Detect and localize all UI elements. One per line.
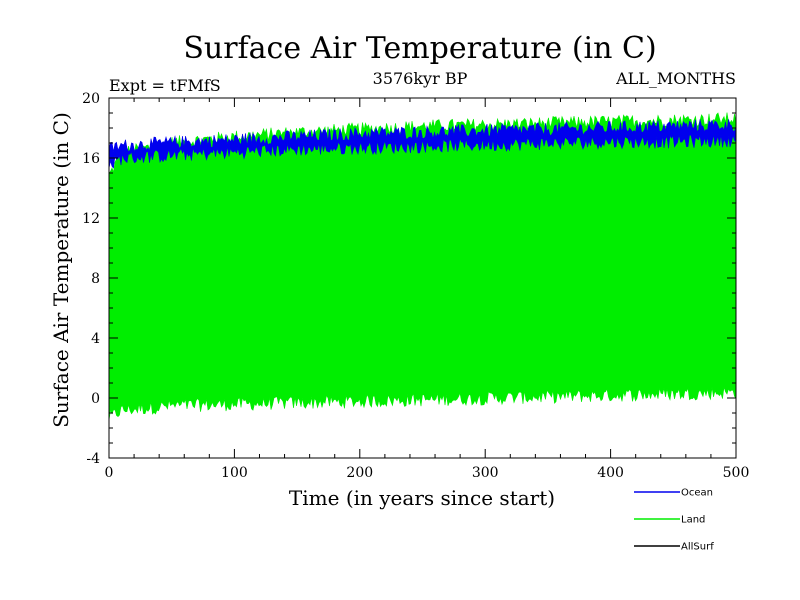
axes: 0 100 200 300 400 500 -4 0 4 8 12 16 20 [82,91,749,481]
x-tick-label: 300 [472,465,499,481]
legend-label-land: Land [681,515,705,526]
x-tick-label: 400 [597,465,624,481]
x-tick-label: 0 [105,465,114,481]
y-tick-label: -4 [86,451,100,467]
y-tick-label: 4 [91,331,100,347]
x-tick-label: 200 [346,465,373,481]
x-axis-label: Time (in years since start) [289,486,555,510]
plot-area [108,112,737,421]
x-tick-label: 500 [723,465,750,481]
y-tick-label: 8 [91,271,100,287]
months-label: ALL_MONTHS [615,69,736,88]
y-tick-label: 16 [82,151,100,167]
y-axis-label: Surface Air Temperature (in C) [49,112,73,428]
legend-label-allsurf: AllSurf [681,542,714,553]
legend-label-ocean: Ocean [681,488,713,499]
x-tick-label: 100 [221,465,248,481]
experiment-label: Expt = tFMfS [109,76,221,95]
y-tick-label: 12 [82,211,100,227]
y-tick-label: 0 [91,391,100,407]
legend: Ocean Land AllSurf [634,488,714,553]
y-tick-label: 20 [82,91,100,107]
chart-title: Surface Air Temperature (in C) [183,31,656,66]
period-label: 3576kyr BP [373,69,468,88]
series-land-band [108,112,737,421]
